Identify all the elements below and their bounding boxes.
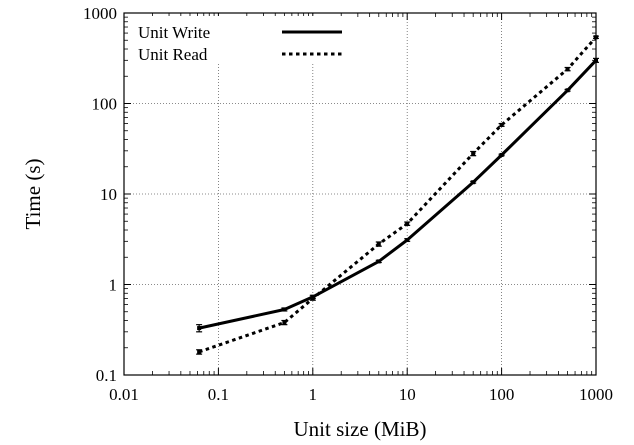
- legend-label-unit-write: Unit Write: [138, 23, 210, 42]
- data-point-unit-read: [376, 242, 381, 247]
- data-point-unit-write: [565, 88, 570, 93]
- x-axis-title: Unit size (MiB): [294, 417, 427, 441]
- x-tick-label: 1: [309, 385, 318, 404]
- legend-label-unit-read: Unit Read: [138, 45, 208, 64]
- data-point-unit-read: [471, 151, 476, 156]
- data-point-unit-write: [282, 307, 287, 312]
- data-point-unit-read: [197, 349, 202, 354]
- data-point-unit-write: [405, 238, 410, 243]
- x-tick-label: 0.1: [208, 385, 229, 404]
- data-point-unit-read: [565, 67, 570, 72]
- y-tick-label: 1: [109, 276, 118, 295]
- x-tick-label: 100: [489, 385, 515, 404]
- data-point-unit-write: [499, 152, 504, 157]
- data-point-unit-write: [197, 326, 202, 331]
- grid: [124, 13, 596, 375]
- legend: Unit Write Unit Read: [128, 16, 350, 64]
- y-tick-label: 0.1: [96, 366, 117, 385]
- data-point-unit-write: [376, 259, 381, 264]
- y-axis-title: Time (s): [21, 159, 45, 230]
- x-tick-label: 1000: [579, 385, 613, 404]
- ticks: [123, 12, 597, 376]
- data-point-unit-read: [405, 221, 410, 226]
- plot-frame: [123, 12, 597, 376]
- data-point-unit-write: [471, 180, 476, 185]
- data-point-unit-read: [282, 320, 287, 325]
- x-tick-label: 10: [399, 385, 416, 404]
- x-tick-label: 0.01: [109, 385, 139, 404]
- y-tick-label: 100: [92, 95, 118, 114]
- data-point-unit-read: [499, 122, 504, 127]
- data-point-unit-read: [310, 296, 315, 301]
- series-line-unit-read: [198, 36, 598, 354]
- y-tick-label: 1000: [83, 4, 117, 23]
- y-tick-label: 10: [100, 185, 117, 204]
- series-layer: [196, 35, 599, 355]
